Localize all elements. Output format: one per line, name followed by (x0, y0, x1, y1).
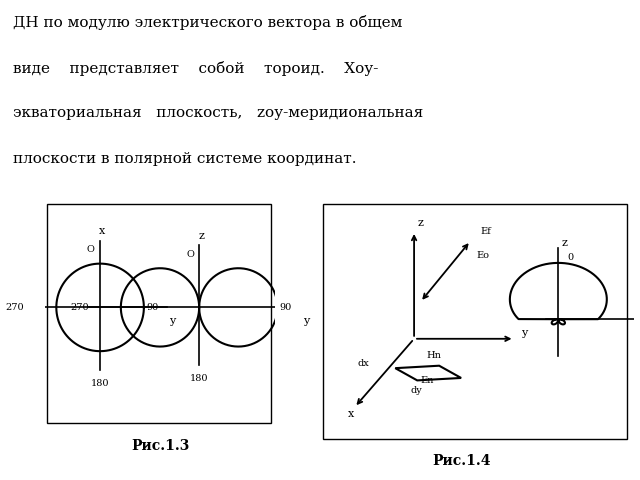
Text: Hn: Hn (427, 351, 442, 360)
Text: Рис.1.3: Рис.1.3 (131, 439, 189, 453)
Text: 90: 90 (146, 303, 159, 312)
Text: Рис.1.4: Рис.1.4 (432, 454, 490, 468)
Text: dy: dy (411, 385, 422, 395)
Text: 0: 0 (568, 253, 574, 263)
Text: плоскости в полярной системе координат.: плоскости в полярной системе координат. (13, 152, 356, 166)
Text: z: z (417, 218, 423, 228)
Text: y: y (521, 328, 527, 338)
Text: 180: 180 (190, 374, 209, 383)
Text: x: x (99, 226, 106, 236)
Text: Ef: Ef (480, 227, 491, 236)
Text: x: x (348, 409, 355, 419)
Text: 90: 90 (280, 303, 292, 312)
Text: En: En (420, 376, 434, 385)
Text: 270: 270 (5, 303, 24, 312)
Polygon shape (396, 366, 461, 380)
Text: O: O (186, 250, 194, 259)
Text: y: y (169, 316, 175, 326)
Text: экваториальная   плоскость,   zоу-меридиональная: экваториальная плоскость, zоу-меридионал… (13, 106, 423, 120)
Text: y: y (303, 316, 309, 326)
Text: O: O (87, 245, 95, 254)
Text: dx: dx (358, 359, 369, 368)
Text: 180: 180 (91, 379, 109, 388)
Text: ДН по модулю электрического вектора в общем: ДН по модулю электрического вектора в об… (13, 15, 402, 30)
Text: z: z (198, 230, 204, 240)
Text: Eo: Eo (477, 251, 490, 260)
Text: z: z (561, 238, 567, 248)
Text: 270: 270 (70, 303, 88, 312)
Text: виде    представляет    собой    тороид.    Хоу-: виде представляет собой тороид. Хоу- (13, 60, 378, 76)
